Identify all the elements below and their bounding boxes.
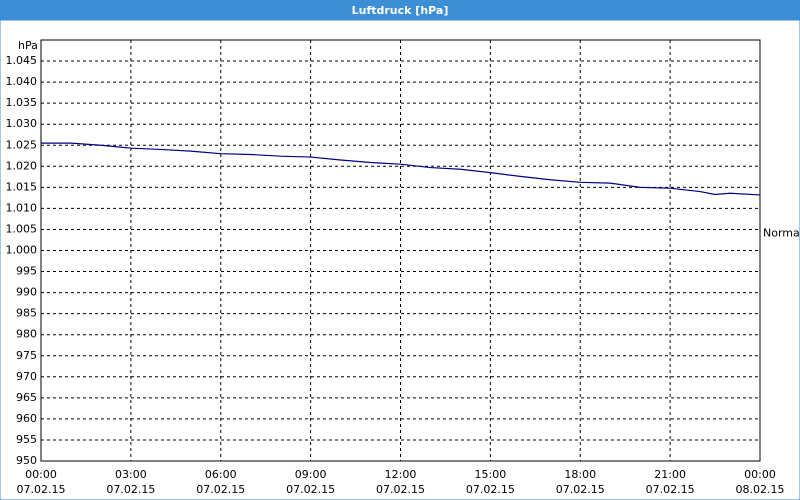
x-tick-sublabel: 07.02.15 [556,483,605,496]
y-tick-label: 1.010 [6,201,38,214]
y-axis-label: hPa [18,39,38,52]
x-tick-sublabel: 07.02.15 [646,483,695,496]
x-tick-sublabel: 07.02.15 [376,483,425,496]
x-tick-label: 06:00 [205,468,237,481]
x-tick-label: 09:00 [295,468,327,481]
y-tick-label: 960 [16,412,37,425]
y-tick-label: 985 [16,307,37,320]
y-tick-label: 980 [16,328,37,341]
frame [0,19,800,500]
y-tick-label: 970 [16,370,37,383]
y-tick-label: 1.005 [6,222,38,235]
y-tick-label: 1.025 [6,138,38,151]
y-tick-label: 1.045 [6,54,38,67]
y-tick-label: 1.035 [6,96,38,109]
x-tick-sublabel: 07.02.15 [286,483,335,496]
title-bar [0,0,800,20]
x-tick-sublabel: 07.02.15 [196,483,245,496]
x-tick-label: 00:00 [25,468,57,481]
x-tick-label: 18:00 [564,468,596,481]
x-tick-sublabel: 07.02.15 [17,483,66,496]
y-tick-label: 1.015 [6,180,38,193]
y-tick-label: 990 [16,286,37,299]
y-tick-label: 1.000 [6,244,38,257]
x-tick-sublabel: 07.02.15 [106,483,155,496]
y-tick-label: 1.040 [6,75,38,88]
x-tick-label: 12:00 [385,468,417,481]
y-tick-label: 955 [16,433,37,446]
annotation: Normal [763,227,800,240]
y-tick-label: 1.030 [6,117,38,130]
chart-title: Luftdruck [hPa] [352,4,449,17]
y-tick-label: 950 [16,454,37,467]
x-tick-sublabel: 07.02.15 [466,483,515,496]
x-tick-label: 15:00 [475,468,507,481]
x-tick-label: 00:00 [744,468,776,481]
y-tick-label: 975 [16,349,37,362]
y-tick-label: 965 [16,391,37,404]
x-tick-label: 03:00 [115,468,147,481]
x-tick-label: 21:00 [654,468,686,481]
y-tick-label: 1.020 [6,159,38,172]
x-tick-sublabel: 08.02.15 [736,483,785,496]
line-series [41,142,761,196]
y-tick-label: 995 [16,265,37,278]
